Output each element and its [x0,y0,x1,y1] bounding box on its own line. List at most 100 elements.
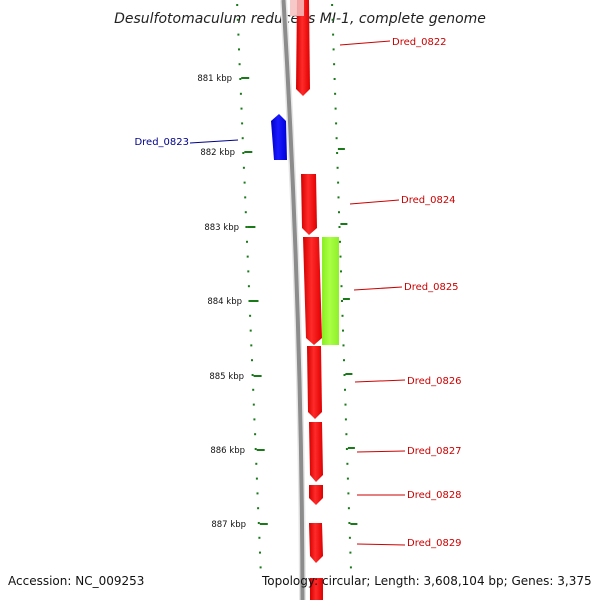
tick-mark-inner [244,196,247,199]
gene-arrow-dred-0822[interactable] [296,0,310,96]
tick-mark-inner [245,226,248,228]
gene-arrow-dred-0823[interactable] [271,114,287,160]
gene-label-dred-0826[interactable]: Dred_0826 [407,376,462,387]
tick-mark-outer [349,566,352,569]
gene-arrow-dred-0828[interactable] [309,485,323,505]
tick-mark-outer [342,329,344,332]
tick-mark-inner [250,344,253,347]
tick-mark-outer [332,33,335,36]
gene-arrow-dred-0824[interactable] [301,174,317,235]
tick-mark-outer [333,63,336,66]
tick-mark-outer [346,477,349,480]
genome-backbone [281,0,305,600]
gene-label-dred-0829[interactable]: Dred_0829 [407,538,462,549]
tick-mark-inner [251,374,254,376]
tick-mark-inner [238,63,241,66]
tick-mark-outer [347,507,350,510]
tick-mark-inner [241,137,244,140]
tick-mark-outer [344,418,347,421]
tick-mark-inner [241,122,244,125]
kbp-label: 886 kbp [210,446,245,456]
tick-mark-inner [257,507,260,510]
gene-arrow-dred-0826[interactable] [307,346,322,419]
gene-arrow-dred-0822-fade [290,0,304,16]
tick-mark-outer [344,403,347,406]
gene-label-dred-0828[interactable]: Dred_0828 [407,490,462,501]
leader-line-dred-0822 [339,40,391,46]
tick-mark-inner [259,566,262,569]
tick-mark-outer [333,78,336,80]
tick-mark-inner [236,18,239,21]
tick-mark-inner [240,107,243,110]
tick-mark-inner [256,492,259,495]
tick-mark-inner [243,181,246,184]
major-tick-mark [253,375,262,377]
tick-mark-outer [331,4,334,6]
tick-mark-inner [258,536,261,539]
gene-label-dred-0823[interactable]: Dred_0823 [134,137,189,148]
tick-mark-inner [247,270,250,273]
tick-mark-outer [331,18,334,21]
tick-mark-outer [335,137,338,140]
major-tick-mark [241,77,250,79]
tick-mark-outer [348,536,351,539]
gene-label-dred-0822[interactable]: Dred_0822 [392,37,447,48]
tick-mark-outer [347,492,350,495]
kbp-scale-labels: 881 kbp 882 kbp 883 kbp 884 kbp 885 kbp … [197,74,246,530]
major-tick-mark [244,151,253,153]
tick-mark-outer [346,462,349,465]
misc-feature-bar[interactable] [322,237,339,345]
tick-mark-outer [341,314,344,317]
tick-mark-inner [252,403,255,406]
tick-mark-outer [339,240,341,243]
tick-mark-inner [257,522,260,524]
tick-mark-outer [334,92,337,95]
tick-mark-outer [345,433,348,436]
tick-mark-inner [249,314,252,317]
kbp-label: 887 kbp [211,520,246,530]
tick-mark-outer [340,270,342,273]
tick-mark-inner [242,166,245,169]
tick-mark-inner [244,211,247,214]
gene-arrow-dred-0825[interactable] [303,237,322,345]
tick-mark-inner [247,285,250,288]
tick-mark-inner [237,33,240,36]
tick-mark-inner [259,551,261,554]
outer-major-tick-mark [345,373,353,375]
outer-major-tick-mark [347,447,355,449]
outer-major-tick-mark [337,148,345,150]
kbp-label: 884 kbp [207,297,242,307]
tick-mark-outer [345,448,348,450]
gene-arrow-dred-0829[interactable] [309,523,323,563]
gene-label-dred-0827[interactable]: Dred_0827 [407,446,462,457]
gene-arrow-partial [310,578,323,600]
tick-mark-outer [344,388,346,391]
tick-mark-outer [338,211,340,214]
leader-line-dred-0829 [356,543,406,546]
tick-mark-outer [337,196,340,199]
outer-major-tick-mark [340,223,348,225]
tick-mark-inner [238,48,240,51]
tick-mark-outer [332,48,335,51]
major-tick-mark [256,449,265,451]
tick-mark-outer [337,181,340,184]
tick-mark-inner [253,418,256,421]
topology-text: Topology: circular; Length: 3,608,104 bp… [262,574,592,588]
tick-mark-inner [255,462,258,465]
leader-line-dred-0823 [189,139,239,144]
gene-label-dred-0824[interactable]: Dred_0824 [401,195,456,206]
tick-mark-inner [255,477,258,480]
accession-text: Accession: NC_009253 [8,574,145,588]
tick-mark-inner [252,388,255,391]
kbp-label: 883 kbp [204,223,239,233]
major-tick-mark [250,300,259,302]
tick-mark-outer [340,285,343,288]
tick-mark-outer [342,344,345,347]
tick-mark-inner [246,255,249,258]
leader-line-dred-0827 [356,450,406,453]
gene-label-dred-0825[interactable]: Dred_0825 [404,282,459,293]
tick-mark-inner [246,240,248,243]
tick-mark-outer [341,300,343,302]
tick-mark-inner [248,300,251,302]
gene-arrow-dred-0827[interactable] [309,422,323,482]
